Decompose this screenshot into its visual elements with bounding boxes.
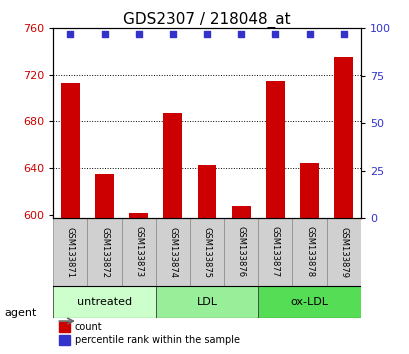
Bar <box>59 335 70 344</box>
Bar <box>61 83 80 218</box>
Title: GDS2307 / 218048_at: GDS2307 / 218048_at <box>123 12 290 28</box>
Bar <box>258 218 292 286</box>
Bar <box>53 286 155 318</box>
Text: ox-LDL: ox-LDL <box>290 297 328 307</box>
Bar <box>129 213 148 218</box>
Bar <box>121 218 155 286</box>
Text: GSM133872: GSM133872 <box>100 227 109 278</box>
Bar <box>53 218 87 286</box>
Point <box>101 31 108 37</box>
Bar <box>155 218 189 286</box>
Bar <box>231 206 250 218</box>
Bar <box>333 57 352 218</box>
Text: GSM133878: GSM133878 <box>304 227 313 278</box>
Bar <box>326 218 360 286</box>
Bar <box>163 113 182 218</box>
Bar <box>189 218 224 286</box>
Text: GSM133873: GSM133873 <box>134 227 143 278</box>
Point <box>339 31 346 37</box>
Text: count: count <box>74 322 102 332</box>
Text: GSM133879: GSM133879 <box>338 227 347 278</box>
Bar <box>197 165 216 218</box>
Text: percentile rank within the sample: percentile rank within the sample <box>74 335 239 345</box>
Text: untreated: untreated <box>77 297 132 307</box>
Bar <box>292 218 326 286</box>
Bar <box>95 174 114 218</box>
Text: GSM133877: GSM133877 <box>270 227 279 278</box>
Text: GSM133876: GSM133876 <box>236 227 245 278</box>
Point <box>135 31 142 37</box>
Point <box>67 31 74 37</box>
Text: LDL: LDL <box>196 297 217 307</box>
Point <box>203 31 210 37</box>
Text: GSM133874: GSM133874 <box>168 227 177 278</box>
Text: GSM133875: GSM133875 <box>202 227 211 278</box>
Point <box>169 31 176 37</box>
Bar <box>258 286 360 318</box>
Bar <box>265 81 284 218</box>
Point <box>237 31 244 37</box>
Bar <box>59 322 70 332</box>
Point <box>306 31 312 37</box>
Bar <box>299 164 318 218</box>
Bar <box>155 286 258 318</box>
Bar <box>87 218 121 286</box>
Text: agent: agent <box>4 308 36 318</box>
Text: GSM133871: GSM133871 <box>66 227 75 278</box>
Bar <box>224 218 258 286</box>
Point <box>272 31 278 37</box>
